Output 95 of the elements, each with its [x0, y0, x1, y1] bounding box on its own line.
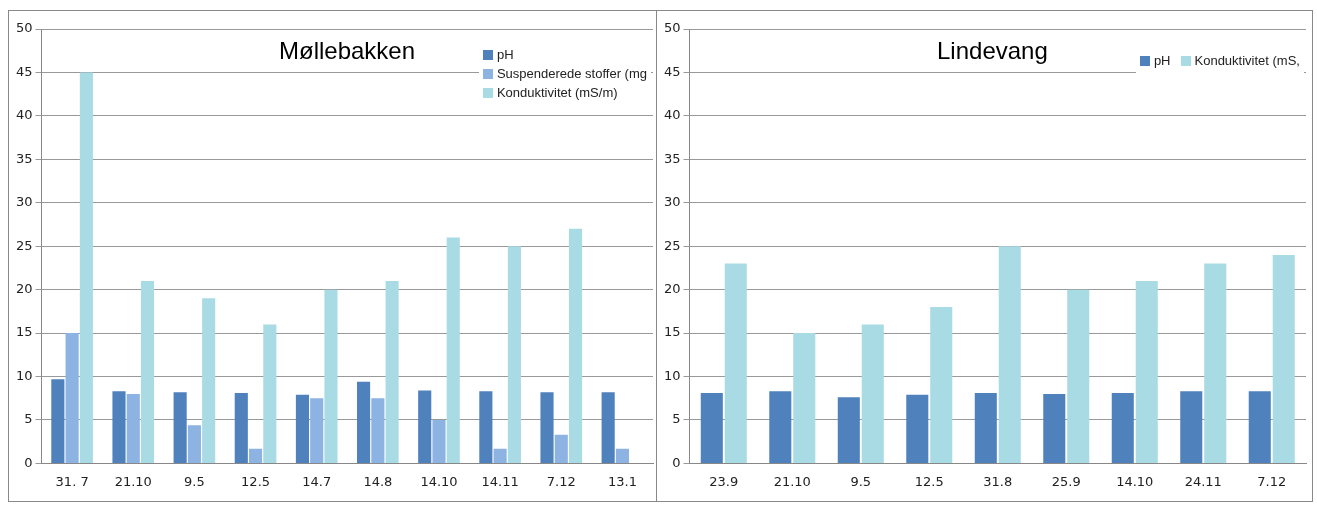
- y-tick-label: 40: [664, 107, 681, 123]
- bar: [357, 381, 371, 463]
- bar: [507, 246, 521, 463]
- bar: [385, 280, 399, 463]
- y-tick-label: 50: [16, 20, 33, 36]
- x-tick-label: 14.10: [1116, 473, 1154, 489]
- x-tick-label: 24.11: [1184, 473, 1222, 489]
- bar: [263, 324, 277, 463]
- bar: [324, 289, 338, 463]
- bar: [234, 393, 248, 463]
- bar: [793, 333, 816, 463]
- bar: [554, 434, 568, 463]
- x-tick-label: 31.8: [983, 473, 1013, 489]
- bar: [1067, 289, 1090, 463]
- legend-label: pH: [496, 47, 514, 62]
- y-tick-label: 50: [664, 20, 681, 36]
- bar: [1248, 391, 1271, 463]
- bar: [173, 392, 187, 463]
- bar: [493, 448, 507, 463]
- bar: [906, 394, 929, 463]
- x-tick-label: 14.11: [481, 473, 519, 489]
- x-tick-label: 25.9: [1051, 473, 1081, 489]
- bar: [769, 391, 792, 463]
- y-tick-label: 15: [16, 324, 33, 340]
- x-tick-label: 14.8: [363, 473, 393, 489]
- y-tick-label: 25: [664, 237, 681, 253]
- y-tick-label: 10: [16, 367, 33, 383]
- bar: [861, 324, 884, 463]
- y-tick-label: 30: [664, 194, 681, 210]
- bar: [930, 307, 953, 463]
- bar: [79, 72, 93, 463]
- y-tick-label: 0: [672, 454, 681, 470]
- bar: [540, 392, 554, 463]
- y-tick-label: 0: [24, 454, 33, 470]
- x-tick-label: 31. 7: [55, 473, 89, 489]
- x-tick-label: 12.5: [914, 473, 944, 489]
- bar: [974, 393, 997, 463]
- y-tick-label: 35: [16, 150, 33, 166]
- x-tick-label: 7.12: [546, 473, 576, 489]
- bar: [126, 393, 140, 463]
- chart-title: Lindevang: [937, 37, 1048, 65]
- legend-label: Konduktivitet (mS,: [1194, 53, 1300, 68]
- x-tick-label: 9.5: [184, 473, 205, 489]
- y-tick-label: 45: [664, 63, 681, 79]
- legend-label: Konduktivitet (mS/m): [496, 85, 618, 100]
- x-tick-label: 14.10: [420, 473, 458, 489]
- bar: [1272, 254, 1295, 463]
- bar: [837, 397, 860, 463]
- bar: [1111, 393, 1134, 463]
- bar: [568, 228, 583, 463]
- bar: [140, 280, 155, 463]
- chart-title: Møllebakken: [279, 37, 416, 65]
- x-tick-label: 12.5: [241, 473, 271, 489]
- y-tick-label: 45: [16, 63, 33, 79]
- bar: [51, 379, 65, 463]
- bar: [202, 298, 216, 463]
- bar: [700, 393, 723, 463]
- bar: [479, 391, 493, 463]
- bar: [615, 448, 629, 463]
- y-tick-label: 15: [664, 324, 681, 340]
- bar: [998, 246, 1021, 463]
- y-tick-label: 25: [16, 237, 33, 253]
- bar: [1204, 263, 1227, 463]
- bar: [446, 237, 460, 463]
- y-tick-label: 5: [24, 411, 33, 427]
- y-tick-label: 40: [16, 107, 33, 123]
- bar: [1135, 280, 1158, 463]
- x-tick-label: 21.10: [114, 473, 152, 489]
- bar: [112, 391, 126, 463]
- bar: [295, 394, 309, 463]
- y-tick-label: 5: [672, 411, 681, 427]
- bar: [1180, 391, 1203, 463]
- y-tick-label: 30: [16, 194, 33, 210]
- y-tick-label: 20: [16, 281, 33, 297]
- bar: [371, 398, 385, 463]
- x-tick-label: 9.5: [850, 473, 872, 489]
- y-tick-label: 10: [664, 367, 681, 383]
- bar: [187, 425, 201, 463]
- y-tick-label: 35: [664, 150, 681, 166]
- bar: [724, 263, 747, 463]
- bar: [65, 333, 79, 463]
- x-tick-label: 7.12: [1257, 473, 1287, 489]
- y-tick-label: 20: [664, 281, 681, 297]
- bar: [432, 419, 446, 463]
- bar: [418, 390, 432, 463]
- x-tick-label: 13.1: [607, 473, 637, 489]
- bar: [601, 392, 615, 463]
- x-tick-label: 23.9: [709, 473, 739, 489]
- legend-label: pH: [1153, 53, 1171, 68]
- legend-label: Suspenderede stoffer (mg: [496, 66, 647, 81]
- bar: [1043, 393, 1066, 463]
- x-tick-label: 21.10: [773, 473, 811, 489]
- x-tick-label: 14.7: [302, 473, 332, 489]
- bar: [248, 448, 263, 463]
- bar: [310, 398, 324, 463]
